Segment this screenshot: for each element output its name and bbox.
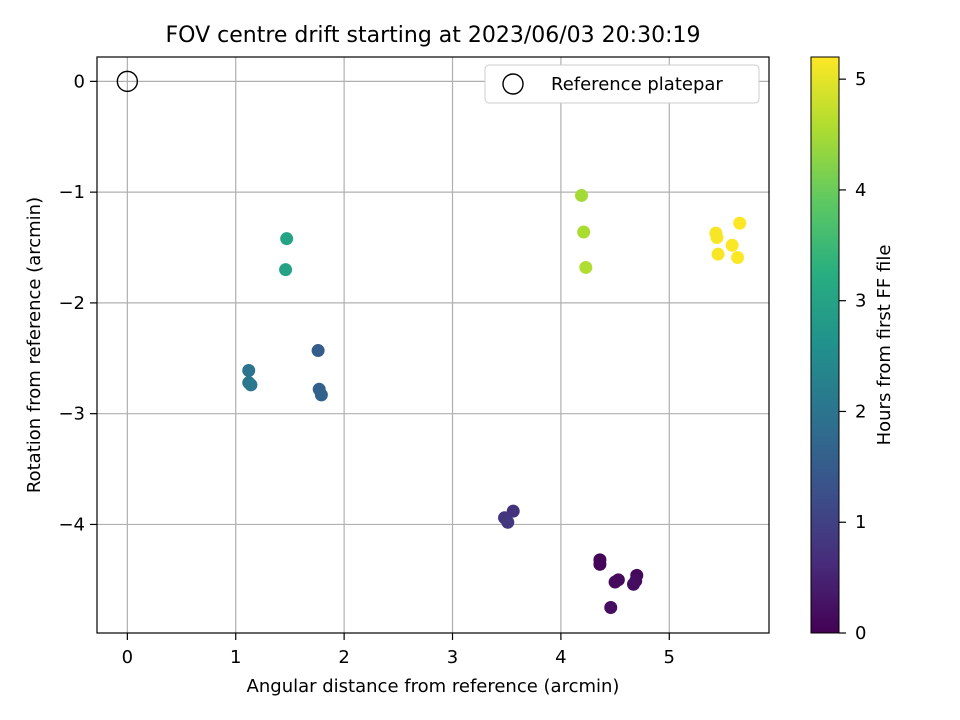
colorbar-ticks: 0 1 2 3 4 5	[839, 69, 866, 644]
data-point	[314, 388, 328, 402]
data-point	[710, 231, 724, 245]
x-axis-label: Angular distance from reference (arcmin)	[247, 676, 620, 697]
y-axis-label: Rotation from reference (arcmin)	[24, 197, 45, 493]
y-tick-label: −3	[58, 404, 85, 425]
data-point	[279, 263, 293, 277]
legend-entry-reference: Reference platepar	[551, 74, 723, 95]
legend-box	[484, 64, 760, 104]
data-point	[627, 577, 641, 591]
colorbar-label: Hours from first FF file	[874, 245, 895, 446]
data-point	[574, 188, 588, 202]
x-tick-label: 5	[664, 647, 675, 668]
y-tick-label: −4	[58, 514, 85, 535]
data-point	[731, 250, 745, 264]
data-point	[604, 601, 618, 615]
data-point	[579, 260, 593, 274]
x-tick-label: 3	[447, 647, 458, 668]
chart-title: FOV centre drift starting at 2023/06/03 …	[166, 23, 701, 48]
data-point	[244, 378, 258, 392]
x-tick-label: 4	[555, 647, 566, 668]
x-axis-ticks: 0 1 2 3 4 5	[122, 633, 675, 668]
colorbar-tick-label: 0	[855, 623, 866, 644]
x-tick-label: 1	[230, 647, 241, 668]
data-point	[725, 238, 739, 252]
legend-marker	[502, 73, 524, 95]
colorbar-tick-label: 4	[855, 180, 866, 201]
data-point	[311, 344, 325, 358]
colorbar-tick-label: 5	[855, 69, 866, 90]
y-tick-label: −1	[58, 182, 85, 203]
data-point	[711, 247, 725, 261]
colorbar-tick-label: 1	[855, 512, 866, 533]
y-tick-label: 0	[74, 71, 85, 92]
data-point	[608, 575, 622, 589]
reference-platepar-marker	[116, 70, 139, 93]
y-tick-label: −2	[58, 293, 85, 314]
legend: Reference platepar	[484, 64, 760, 104]
plot-area-frame	[96, 56, 770, 634]
grid-lines	[97, 57, 769, 633]
colorbar-gradient	[810, 56, 840, 634]
colorbar-tick-label: 2	[855, 401, 866, 422]
data-point	[733, 216, 747, 230]
colorbar-tick-label: 3	[855, 291, 866, 312]
colorbar: 0 1 2 3 4 5 Hours from first FF file	[810, 56, 895, 644]
data-point	[501, 515, 515, 529]
x-tick-label: 2	[338, 647, 349, 668]
data-points	[116, 70, 747, 615]
y-axis-ticks: 0 −1 −2 −3 −4	[58, 71, 97, 535]
data-point	[280, 232, 294, 246]
data-point	[577, 225, 591, 239]
data-point	[242, 363, 256, 377]
data-point	[593, 557, 607, 571]
x-tick-label: 0	[122, 647, 133, 668]
